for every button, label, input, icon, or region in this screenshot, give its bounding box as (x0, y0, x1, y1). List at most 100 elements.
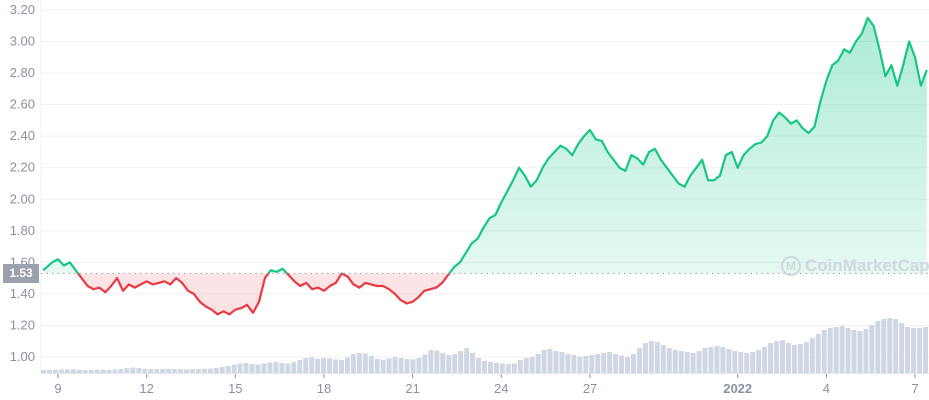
volume-bar (130, 367, 136, 373)
y-axis-label: 1.40 (10, 286, 35, 301)
volume-bar (684, 352, 690, 373)
volume-bar (750, 352, 756, 373)
volume-bar (505, 364, 511, 373)
y-axis-label: 2.80 (10, 65, 35, 80)
volume-bar (547, 349, 553, 373)
volume-bar (660, 345, 666, 373)
volume-bar (41, 370, 46, 373)
volume-bar (601, 353, 607, 373)
volume-bar (923, 327, 928, 373)
volume-bar (404, 359, 410, 373)
volume-bar (362, 353, 368, 373)
y-axis-label: 2.60 (10, 97, 35, 112)
volume-bar (911, 328, 917, 373)
volume-bar (887, 318, 893, 373)
volume-bar (905, 327, 911, 373)
volume-bar (678, 351, 684, 373)
volume-bar (642, 343, 648, 373)
volume-bar (178, 369, 184, 373)
volume-bar (851, 330, 857, 373)
x-axis-label: 7 (911, 381, 918, 396)
volume-bar (338, 360, 344, 373)
volume-bar (344, 357, 350, 373)
volume-bar (279, 363, 285, 373)
y-axis-label: 3.00 (10, 34, 35, 49)
volume-bar (833, 327, 839, 373)
x-axis-label: 12 (139, 381, 153, 396)
volume-bar (285, 363, 291, 373)
volume-bar (762, 347, 768, 373)
volume-bar (881, 319, 887, 373)
volume-bar (124, 368, 130, 373)
volume-bar (917, 328, 923, 373)
price-area-up (43, 17, 927, 274)
volume-bar (827, 328, 833, 373)
x-axis-label: 4 (823, 381, 830, 396)
volume-bar (428, 350, 434, 373)
volume-bar (732, 351, 738, 373)
volume-bar (523, 358, 529, 373)
volume-bar (845, 328, 851, 373)
volume-bar (577, 356, 583, 373)
volume-bar (172, 369, 178, 373)
volume-bar (797, 344, 803, 373)
volume-bar (160, 369, 166, 373)
volume-bar (690, 353, 696, 373)
volume-bar (589, 355, 595, 373)
volume-bar (648, 341, 654, 373)
volume-bar (422, 354, 428, 373)
volume-bar (237, 363, 243, 373)
y-axis-label: 2.40 (10, 128, 35, 143)
volume-bar (148, 369, 154, 373)
y-axis-label: 1.00 (10, 349, 35, 364)
volume-bar (195, 369, 201, 373)
volume-bar (118, 369, 124, 373)
volume-bar (893, 319, 899, 373)
volume-bar (446, 355, 452, 373)
volume-bar (303, 358, 309, 373)
volume-bar (64, 369, 70, 373)
volume-bar (100, 369, 106, 373)
y-axis-label: 3.20 (10, 2, 35, 17)
volume-bar (768, 343, 774, 373)
x-axis-label: 9 (54, 381, 61, 396)
volume-bar (815, 334, 821, 373)
volume-bar (595, 354, 601, 373)
volume-bar (213, 368, 219, 373)
volume-bar (791, 345, 797, 373)
volume-bar (875, 321, 881, 373)
x-axis-label: 18 (317, 381, 331, 396)
volume-bar (869, 325, 875, 373)
volume-bar (207, 368, 213, 373)
volume-bar (219, 367, 225, 373)
volume-bar (720, 347, 726, 373)
volume-bar (315, 359, 321, 373)
volume-bar (291, 362, 297, 373)
volume-bar (225, 366, 231, 373)
volume-bar (297, 360, 303, 373)
price-area-down (43, 273, 927, 315)
volume-bar (726, 349, 732, 373)
volume-bar (702, 348, 708, 373)
volume-bar (708, 347, 714, 373)
volume-bar (243, 363, 249, 373)
volume-bar (529, 357, 535, 373)
volume-bar (499, 363, 505, 373)
volume-bar (70, 369, 76, 373)
volume-bar (625, 357, 631, 373)
volume-bar (464, 348, 470, 373)
y-axis-label: 1.20 (10, 317, 35, 332)
volume-bar (636, 348, 642, 373)
volume-bar (189, 369, 195, 373)
volume-bar (231, 364, 237, 373)
volume-bar (392, 357, 398, 373)
volume-bar (553, 351, 559, 373)
volume-bar (374, 359, 380, 373)
volume-bar (327, 358, 333, 373)
volume-bar (744, 353, 750, 373)
volume-bar (470, 353, 476, 373)
volume-bar (333, 359, 338, 373)
volume-bar (136, 368, 142, 373)
